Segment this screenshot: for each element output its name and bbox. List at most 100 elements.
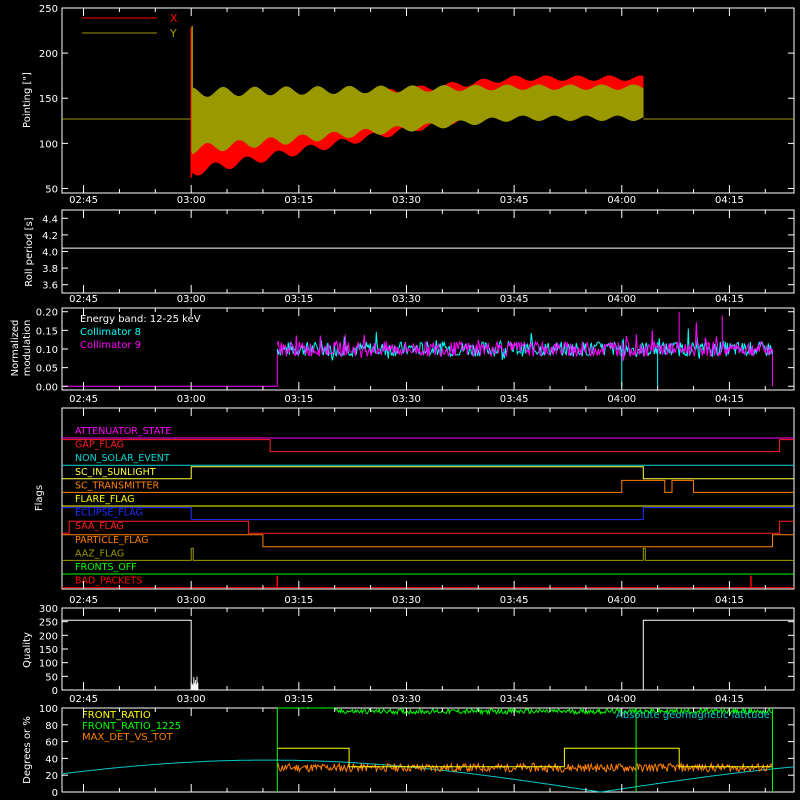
time-tick-labels-1: 02:45 03:00 03:15 03:30 03:45 04:00 04:15 bbox=[69, 195, 744, 206]
front-ratio-line bbox=[277, 747, 773, 768]
time-tick-labels-2: 02:45 03:00 03:15 03:30 03:45 04:00 04:15 bbox=[69, 294, 744, 305]
time-tick-label: 03:45 bbox=[500, 694, 529, 705]
modulation-panel: 0.20 0.15 0.10 0.05 0.00 Normalized modulati… bbox=[10, 307, 795, 393]
roll-period-ylabel: Roll period [s] bbox=[24, 217, 35, 286]
flag-label: BAD_PACKETS bbox=[75, 576, 142, 587]
flag-label: FRONTS_OFF bbox=[75, 562, 137, 573]
flag-label: PARTICLE_FLAG bbox=[75, 535, 148, 546]
pointing-y-ticks: 250 200 150 100 50 bbox=[39, 4, 794, 195]
flag-label: ATTENUATOR_STATE bbox=[75, 426, 171, 437]
flag-label: SAA_FLAG bbox=[75, 521, 124, 532]
legend-x: X bbox=[170, 12, 178, 25]
time-tick-label: 03:15 bbox=[284, 595, 313, 606]
time-tick-label: 04:15 bbox=[715, 694, 744, 705]
geomagnetic-latitude-line bbox=[61, 759, 795, 793]
time-tick-label: 04:00 bbox=[607, 394, 636, 405]
pointing-panel: 250 200 150 100 50 Pointing ["] X Y bbox=[22, 4, 795, 195]
legend-y: Y bbox=[169, 27, 177, 40]
flags-panel: ATTENUATOR_STATE GAP_FLAG NON_SOLAR_EVENT S… bbox=[34, 407, 795, 590]
flag-label: AAZ_FLAG bbox=[75, 548, 124, 559]
time-tick-label: 04:15 bbox=[715, 294, 744, 305]
y-tick-label: 4.2 bbox=[42, 231, 58, 242]
time-tick-labels-4: 02:45 03:00 03:15 03:30 03:45 04:00 04:15 bbox=[69, 595, 744, 606]
legend-front-ratio-1225: FRONT_RATIO_1225 bbox=[82, 721, 181, 732]
front-ratio-1225-line bbox=[277, 707, 773, 716]
roll-period-panel: 4.4 4.2 4.0 3.8 3.6 Roll period [s] bbox=[24, 209, 795, 294]
energy-band-annotation: Energy band: 12-25 keV bbox=[80, 314, 201, 325]
quality-line bbox=[62, 619, 794, 691]
legend-collimator-8: Collimator 8 bbox=[80, 327, 141, 338]
pointing-ylabel: Pointing ["] bbox=[22, 72, 33, 128]
collimator-9-line bbox=[276, 322, 773, 361]
time-tick-label: 04:00 bbox=[607, 294, 636, 305]
y-tick-label: 0.20 bbox=[36, 308, 58, 319]
y-tick-label: 3.6 bbox=[42, 281, 58, 292]
time-tick-label: 04:00 bbox=[607, 195, 636, 206]
time-tick-labels-3: 02:45 03:00 03:15 03:30 03:45 04:00 04:15 bbox=[69, 394, 744, 405]
flag-label: ECLIPSE_FLAG bbox=[75, 508, 143, 519]
time-tick-label: 03:15 bbox=[284, 294, 313, 305]
time-tick-label: 02:45 bbox=[69, 694, 98, 705]
y-tick-label: 300 bbox=[39, 604, 58, 615]
y-tick-label: 100 bbox=[39, 704, 58, 715]
time-tick-label: 03:15 bbox=[284, 195, 313, 206]
y-tick-label: 40 bbox=[45, 754, 58, 765]
flag-line bbox=[62, 547, 794, 561]
time-tick-label: 02:45 bbox=[69, 294, 98, 305]
flag-label: SC_IN_SUNLIGHT bbox=[75, 467, 156, 478]
y-tick-label: 50 bbox=[45, 184, 58, 195]
roll-period-y-ticks: 4.4 4.2 4.0 3.8 3.6 bbox=[42, 214, 794, 292]
quality-data bbox=[62, 619, 794, 691]
quality-panel: 300 250 200 150 100 50 0 Quality bbox=[22, 604, 795, 697]
flags-data: ATTENUATOR_STATE GAP_FLAG NON_SOLAR_EVENT S… bbox=[62, 426, 794, 589]
flag-line bbox=[62, 479, 794, 493]
flag-label: NON_SOLAR_EVENT bbox=[75, 453, 170, 464]
y-tick-label: 200 bbox=[39, 631, 58, 642]
ratios-y-ticks: 100 80 60 40 20 0 bbox=[39, 704, 794, 799]
y-tick-label: 0.10 bbox=[36, 345, 58, 356]
time-tick-label: 04:15 bbox=[715, 595, 744, 606]
ratios-data bbox=[61, 707, 795, 793]
y-tick-label: 100 bbox=[39, 659, 58, 670]
y-tick-label: 200 bbox=[39, 49, 58, 60]
time-tick-label: 03:15 bbox=[284, 694, 313, 705]
flag-line bbox=[62, 439, 794, 453]
y-tick-label: 250 bbox=[39, 618, 58, 629]
legend-max-det-vs-tot: MAX_DET_VS_TOT bbox=[82, 732, 174, 743]
time-tick-labels-5: 02:45 03:00 03:15 03:30 03:45 04:00 04:15 bbox=[69, 694, 744, 705]
y-tick-label: 0 bbox=[52, 788, 58, 799]
time-tick-label: 03:30 bbox=[392, 195, 421, 206]
time-tick-label: 03:00 bbox=[177, 694, 206, 705]
y-tick-label: 0.00 bbox=[36, 382, 58, 393]
flag-line bbox=[62, 466, 794, 480]
legend-geomagnetic-latitude: Absolute geomagnetic latitude bbox=[616, 710, 770, 721]
time-tick-label: 03:30 bbox=[392, 394, 421, 405]
max-det-line bbox=[276, 761, 773, 774]
modulation-ylabel-line2: modulation bbox=[22, 320, 33, 377]
time-tick-label: 03:00 bbox=[177, 195, 206, 206]
time-tick-label: 02:45 bbox=[69, 394, 98, 405]
time-tick-label: 03:15 bbox=[284, 394, 313, 405]
y-tick-label: 150 bbox=[39, 94, 58, 105]
y-tick-label: 150 bbox=[39, 645, 58, 656]
y-tick-label: 80 bbox=[45, 721, 58, 732]
time-tick-label: 03:45 bbox=[500, 595, 529, 606]
time-tick-label: 03:00 bbox=[177, 394, 206, 405]
flag-line bbox=[62, 534, 794, 548]
time-tick-label: 03:30 bbox=[392, 694, 421, 705]
time-tick-label: 03:00 bbox=[177, 294, 206, 305]
flag-line bbox=[62, 520, 794, 534]
time-tick-label: 03:00 bbox=[177, 595, 206, 606]
x-tick-marks bbox=[83, 8, 766, 792]
y-tick-label: 3.8 bbox=[42, 264, 58, 275]
y-tick-label: 0.15 bbox=[36, 326, 58, 337]
y-tick-label: 50 bbox=[45, 672, 58, 683]
time-tick-label: 03:45 bbox=[500, 195, 529, 206]
time-tick-label: 02:45 bbox=[69, 195, 98, 206]
time-tick-label: 04:15 bbox=[715, 394, 744, 405]
time-tick-label: 04:00 bbox=[607, 694, 636, 705]
ratios-panel: 100 80 60 40 20 0 Degrees or % FRONT_RATIO FR… bbox=[22, 704, 795, 799]
y-tick-label: 4.0 bbox=[42, 248, 58, 259]
time-tick-label: 03:45 bbox=[500, 394, 529, 405]
quality-ylabel: Quality bbox=[22, 632, 33, 668]
